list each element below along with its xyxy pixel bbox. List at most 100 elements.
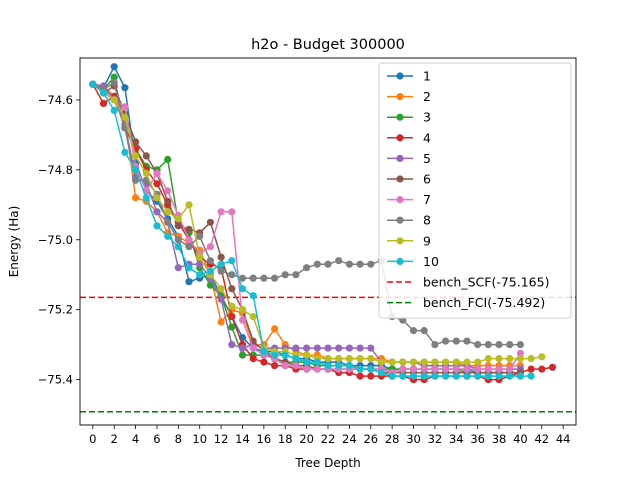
data-point (356, 372, 364, 380)
data-point (153, 169, 161, 177)
data-point (388, 358, 396, 366)
legend-swatch-marker (396, 72, 404, 80)
legend-label: 6 (423, 172, 431, 187)
legend-item: 4 (387, 130, 431, 145)
data-point (153, 194, 161, 202)
data-point (99, 99, 108, 107)
x-axis: 0 2 4 6 8 10 12 14 16 18 20 22 24 26 28 30 32 34 36 38 40 42 4… (89, 425, 570, 446)
data-point (377, 358, 385, 366)
data-point (345, 355, 353, 363)
legend-item: 2 (387, 89, 431, 104)
data-point (110, 106, 118, 114)
data-point (345, 260, 353, 268)
data-point (238, 344, 247, 352)
data-point (174, 222, 182, 230)
data-point (452, 372, 460, 380)
data-point (367, 372, 375, 380)
data-point (185, 278, 193, 286)
data-point (442, 358, 450, 366)
data-point (484, 365, 492, 373)
data-point (249, 344, 257, 352)
data-point (463, 372, 471, 380)
x-tick-label: 20 (299, 432, 314, 446)
data-point (367, 355, 375, 363)
data-point (238, 274, 247, 282)
x-tick-label: 24 (342, 432, 357, 446)
series-lines (89, 63, 557, 384)
y-axis: −74.6 −74.8 −75.0 −75.2 −75.4 (38, 93, 80, 387)
data-point (538, 353, 546, 361)
x-tick-label: 4 (132, 432, 139, 446)
x-tick-label: 38 (492, 432, 507, 446)
data-point (313, 365, 321, 373)
x-tick-label: 0 (89, 432, 96, 446)
x-tick-label: 10 (192, 432, 207, 446)
data-point (303, 264, 311, 272)
series-group (89, 80, 535, 380)
data-point (484, 341, 492, 349)
data-point (516, 372, 525, 380)
data-point (217, 253, 225, 261)
legend-label: 9 (423, 233, 431, 248)
data-point (516, 349, 525, 357)
y-tick-label: −75.4 (38, 373, 73, 387)
data-point (527, 372, 535, 380)
data-point (409, 358, 418, 366)
legend-item: 1 (387, 69, 431, 84)
data-point (292, 344, 300, 352)
data-point (399, 365, 407, 373)
reference-lines (80, 296, 576, 413)
data-point (206, 257, 214, 265)
data-point (367, 344, 375, 352)
data-point (185, 225, 193, 233)
x-tick-label: 2 (111, 432, 118, 446)
data-point (548, 363, 557, 371)
x-tick-label: 6 (153, 432, 160, 446)
data-point (506, 365, 514, 373)
y-axis-label: Energy (Ha) (7, 206, 21, 278)
data-point (420, 365, 428, 373)
data-point (238, 285, 247, 293)
data-point (409, 327, 418, 335)
data-point (527, 355, 535, 363)
legend-swatch-marker (396, 134, 404, 142)
data-point (132, 176, 140, 184)
legend-item: 9 (387, 233, 431, 248)
data-point (174, 264, 182, 272)
legend-label: 5 (423, 151, 431, 166)
data-point (313, 358, 321, 366)
x-tick-label: 30 (406, 432, 421, 446)
data-point (99, 89, 108, 97)
data-point (228, 208, 236, 216)
data-point (271, 274, 279, 282)
data-point (495, 372, 503, 380)
data-point (142, 194, 150, 202)
data-point (185, 264, 193, 272)
data-point (442, 372, 450, 380)
data-point (345, 344, 353, 352)
data-point (110, 73, 118, 81)
data-point (174, 236, 182, 244)
data-point (206, 267, 214, 275)
data-point (249, 355, 257, 363)
data-point (495, 341, 503, 349)
x-tick-label: 40 (513, 432, 528, 446)
data-point (345, 362, 353, 370)
legend-label: 10 (423, 254, 439, 269)
data-point (228, 313, 236, 321)
data-point (121, 84, 129, 92)
legend-swatch-marker (396, 93, 404, 101)
legend-item: 10 (387, 254, 439, 269)
data-point (474, 365, 482, 373)
legend-item: 8 (387, 213, 431, 228)
chart-title: h2o - Budget 300000 (251, 37, 405, 53)
data-point (313, 260, 321, 268)
data-point (121, 148, 129, 156)
data-point (132, 152, 140, 160)
x-tick-label: 28 (385, 432, 400, 446)
x-tick-label: 18 (278, 432, 293, 446)
x-tick-label: 34 (449, 432, 464, 446)
data-point (164, 218, 172, 226)
data-point (538, 365, 546, 373)
